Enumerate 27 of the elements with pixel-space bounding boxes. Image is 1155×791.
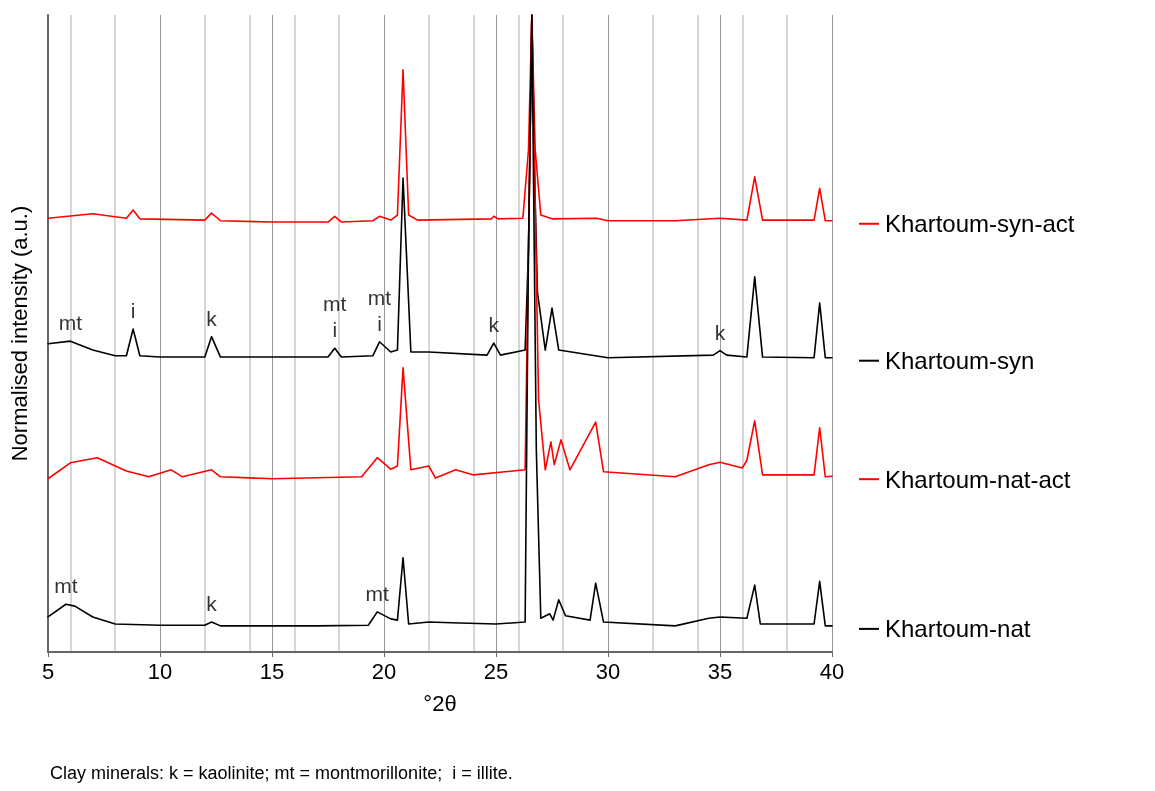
text: Clay minerals: k = kaolinite; mt = montmorillonite; i = illite. xyxy=(50,763,513,783)
annotation: i xyxy=(332,318,338,342)
annotation: k xyxy=(206,306,218,330)
annotation: mt xyxy=(365,581,390,605)
annotation: i xyxy=(377,311,382,335)
x-tick-label: 40 xyxy=(819,658,845,684)
x-tick-label: 5 xyxy=(41,658,55,684)
x-tick-label: 35 xyxy=(707,658,733,684)
annotation: k xyxy=(206,592,218,616)
annotation: i xyxy=(130,299,136,323)
x-axis-title: °2θ xyxy=(423,690,457,716)
y-axis-title: Normalised intensity (a.u.) xyxy=(6,205,32,462)
annotation: mt xyxy=(58,311,83,335)
legend-label: Khartoum-nat xyxy=(885,615,1031,643)
x-tick-label: 30 xyxy=(595,658,621,684)
x-tick-label: 10 xyxy=(147,658,173,684)
legend-label: Khartoum-syn xyxy=(885,347,1035,375)
x-tick-label: 15 xyxy=(259,658,285,684)
annotation: k xyxy=(714,320,726,344)
annotation: mt xyxy=(54,574,78,598)
annotation: k xyxy=(488,313,500,337)
annotation: mt xyxy=(367,285,392,309)
x-tick-label: 25 xyxy=(483,658,509,684)
x-tick-label: 20 xyxy=(371,658,397,684)
legend-label: Khartoum-syn-act xyxy=(885,210,1075,238)
annotation: mt xyxy=(323,292,347,316)
legend-label: Khartoum-nat-act xyxy=(885,465,1071,493)
